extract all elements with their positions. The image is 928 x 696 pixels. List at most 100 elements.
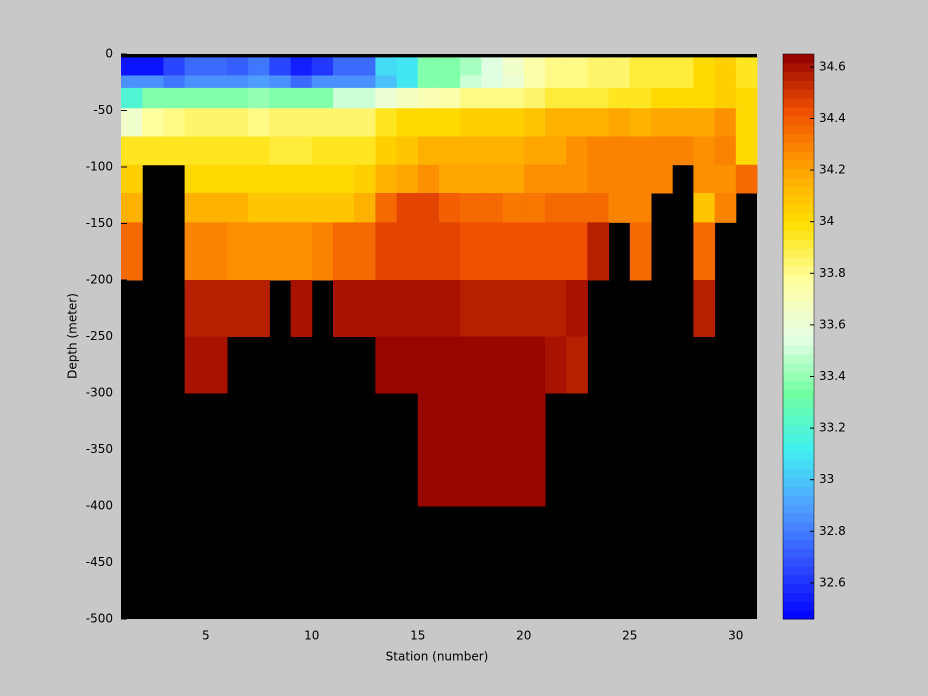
heatmap-cell [523, 87, 546, 109]
heatmap-cell [333, 192, 355, 223]
heatmap-cell [693, 136, 716, 166]
colorbar-band [783, 283, 814, 293]
heatmap-cell [248, 192, 270, 223]
heatmap-cell [502, 164, 525, 194]
heatmap-cell [227, 222, 249, 281]
heatmap-cell [227, 75, 249, 89]
heatmap-cell [375, 336, 398, 394]
heatmap-cell [121, 87, 143, 109]
heatmap-cell [502, 222, 525, 281]
colorbar-tick-label: 32.6 [819, 575, 846, 589]
heatmap-cell [545, 75, 567, 89]
heatmap-cell [417, 108, 440, 137]
heatmap-cell [290, 87, 313, 109]
heatmap-cell [672, 75, 694, 89]
colorbar-band [783, 398, 814, 408]
heatmap-cell [417, 87, 440, 109]
heatmap-cell [163, 136, 186, 166]
heatmap-cell [523, 136, 546, 166]
heatmap-cell [481, 136, 504, 166]
heatmap-cell [121, 164, 143, 194]
heatmap-cell [566, 87, 588, 109]
heatmap-cell [439, 164, 461, 194]
colorbar-band [783, 257, 814, 267]
heatmap-cell [142, 87, 164, 109]
heatmap-cell [481, 280, 504, 337]
heatmap-cell [566, 192, 588, 223]
heatmap-cell [184, 57, 207, 76]
heatmap-cell [587, 222, 610, 281]
colorbar-band [783, 371, 814, 382]
y-tick-label: 0 [105, 47, 113, 61]
heatmap-cell [566, 57, 588, 76]
colorbar-tick-label: 33.8 [819, 266, 846, 280]
colorbar-frame [782, 53, 815, 620]
heatmap-cell [566, 108, 588, 137]
heatmap-cell [227, 108, 249, 137]
heatmap-cell [121, 192, 143, 223]
heatmap-cell [333, 87, 355, 109]
heatmap-cell [290, 192, 313, 223]
heatmap-cell [205, 75, 228, 89]
colorbar-band [783, 230, 814, 240]
heatmap-cell [439, 192, 461, 223]
heatmap-cell [248, 57, 270, 76]
heatmap-cell [184, 108, 207, 137]
heatmap-cell [566, 75, 588, 89]
colorbar-band [783, 274, 814, 285]
heatmap-cell [481, 192, 504, 223]
heatmap-cell [608, 108, 631, 137]
colorbar-band [783, 221, 814, 232]
heatmap-cell [417, 222, 440, 281]
heatmap-cell [693, 222, 716, 281]
heatmap-cell [460, 222, 482, 281]
heatmap-cell [163, 87, 186, 109]
colorbar-tick-label: 33 [819, 472, 834, 486]
colorbar-band [783, 336, 814, 346]
heatmap-cell [439, 75, 461, 89]
heatmap-cell [502, 75, 525, 89]
colorbar-band [783, 486, 814, 496]
colorbar-band [783, 610, 814, 620]
heatmap-cell [439, 222, 461, 281]
heatmap-cell [121, 57, 143, 76]
colorbar-band [783, 80, 814, 90]
heatmap-cell [566, 164, 588, 194]
heatmap-cell [566, 336, 588, 394]
heatmap-cell [629, 192, 652, 223]
heatmap-cell [121, 222, 143, 281]
heatmap-cell [587, 87, 610, 109]
heatmap-cell [460, 192, 482, 223]
heatmap-cell [184, 75, 207, 89]
heatmap-cell [481, 393, 504, 507]
colorbar-band [783, 354, 814, 364]
heatmap-cell [693, 164, 716, 194]
heatmap-cell [375, 108, 398, 137]
colorbar-band [783, 142, 814, 152]
heatmap-cell [269, 87, 292, 109]
heatmap-cell [693, 75, 716, 89]
colorbar-band [783, 327, 814, 337]
heatmap-cell [354, 57, 376, 76]
y-tick-label: -250 [86, 329, 113, 343]
colorbar-band [783, 318, 814, 329]
heatmap-cell [227, 280, 249, 337]
colorbar-band [783, 89, 814, 99]
heatmap-cell [502, 87, 525, 109]
heatmap-cell [587, 192, 610, 223]
colorbar-band [783, 310, 814, 320]
heatmap-cell [629, 75, 652, 89]
heatmap-cell [205, 192, 228, 223]
heatmap-cell [629, 57, 652, 76]
heatmap-cell [248, 75, 270, 89]
heatmap-cell [502, 136, 525, 166]
heatmap-cell [629, 164, 652, 194]
colorbar-band [783, 98, 814, 108]
colorbar-band [783, 239, 814, 249]
heatmap-cell [396, 57, 419, 76]
heatmap-cell [523, 108, 546, 137]
heatmap-cell [142, 57, 164, 76]
heatmap-cell [714, 57, 737, 76]
heatmap-cell [523, 393, 546, 507]
heatmap-cell [502, 192, 525, 223]
